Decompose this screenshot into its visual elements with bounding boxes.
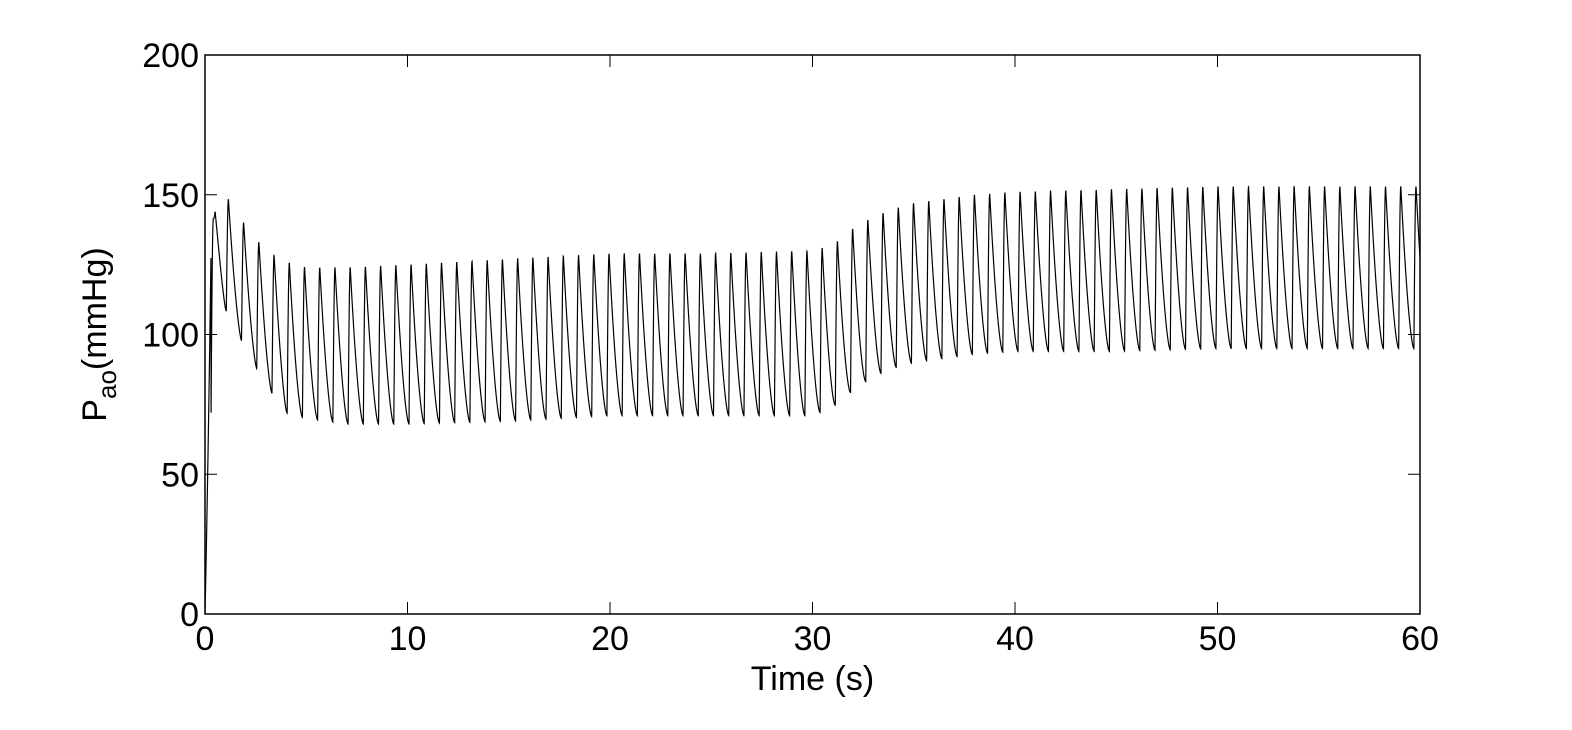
x-tick-label: 20	[591, 620, 629, 658]
y-axis-label-symbol: P	[76, 399, 114, 422]
y-tick-label: 0	[180, 596, 199, 634]
x-axis-label: Time (s)	[751, 660, 874, 698]
x-tick-label: 10	[389, 620, 427, 658]
y-axis-label-subscript: ao	[92, 370, 122, 399]
x-tick-label: 60	[1401, 620, 1439, 658]
x-tick-label: 0	[196, 620, 215, 658]
y-tick-label: 50	[161, 456, 199, 494]
y-tick-labels: 0 50 100 150 200	[142, 37, 199, 634]
series-layer	[204, 185, 1421, 615]
x-tick-label: 50	[1199, 620, 1237, 658]
x-tick-label: 30	[794, 620, 832, 658]
pressure-series-line	[204, 185, 1421, 615]
ticks-layer	[204, 54, 1421, 615]
x-tick-labels: 0 10 20 30 40 50 60	[196, 620, 1439, 658]
y-tick-label: 100	[142, 317, 199, 355]
y-axis-label-unit: (mmHg)	[76, 247, 114, 370]
y-axis-label: Pao(mmHg)	[76, 247, 122, 421]
plot-frame	[204, 54, 1421, 615]
y-tick-label: 150	[142, 177, 199, 215]
y-tick-label: 200	[142, 37, 199, 75]
x-tick-label: 40	[996, 620, 1034, 658]
